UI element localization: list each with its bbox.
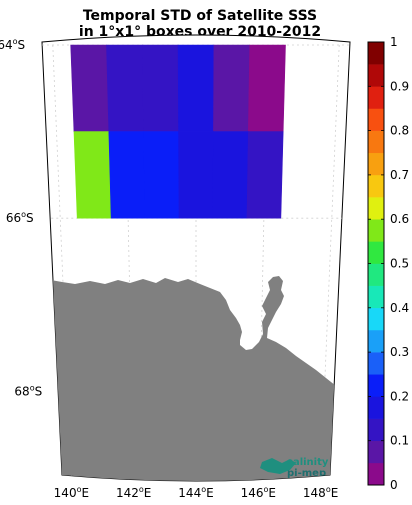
logo-wave-icon	[260, 458, 296, 474]
colorbar-tick-label: 0.5	[390, 257, 409, 271]
colorbar-tick-label: 0.8	[390, 124, 409, 138]
colorbar-tick-label: 0.6	[390, 212, 409, 226]
colorbar-segment	[368, 219, 384, 242]
std-cell	[248, 44, 286, 132]
colorbar-tick-label: 0.1	[390, 434, 409, 448]
colorbar-segment	[368, 307, 384, 331]
std-cell	[178, 131, 214, 219]
colorbar-tick-label: 0.2	[390, 389, 409, 403]
colorbar-segment	[368, 374, 384, 397]
longitude-label: 148oE	[303, 485, 338, 500]
longitude-label: 140oE	[54, 485, 89, 500]
colorbar-segment	[368, 130, 384, 154]
colorbar-tick-label: 0.9	[390, 79, 409, 93]
colorbar-segment	[368, 418, 384, 441]
std-cell	[108, 131, 146, 219]
std-cell	[106, 44, 144, 132]
salinity-pi-mep-logo: salinity pi-mep	[260, 457, 329, 479]
colorbar-segment	[368, 396, 384, 419]
colorbar-segment	[368, 241, 384, 264]
colorbar-segment	[368, 64, 384, 87]
latitude-label: 66oS	[6, 210, 34, 225]
map-title-line-1: Temporal STD of Satellite SSS	[82, 8, 318, 24]
colorbar-segment	[368, 152, 384, 176]
logo-text-salinity: salinity	[287, 457, 329, 468]
land-mass	[42, 276, 350, 481]
colorbar-tick-label: 0	[390, 478, 398, 492]
longitude-label: 144oE	[178, 485, 213, 500]
longitude-labels: 140oE 142oE 144oE 146oE 148oE	[54, 485, 339, 500]
colorbar-segment	[368, 263, 384, 286]
std-cell	[213, 44, 251, 132]
std-cell	[73, 131, 112, 219]
colorbar-tick-label: 0.7	[390, 168, 409, 182]
longitude-label: 142oE	[116, 485, 151, 500]
latitude-label: 68oS	[14, 383, 42, 398]
logo-text-pi-mep: pi-mep	[287, 468, 326, 479]
colorbar-segment	[368, 440, 384, 464]
std-cell	[246, 131, 284, 219]
colorbar-segment	[368, 42, 384, 65]
colorbar-ticks: 0 0.1 0.2 0.3 0.4 0.5 0.6 0.7 0.8 0.9 1	[368, 35, 409, 492]
colorbar-tick-label: 0.4	[390, 301, 409, 315]
std-cell	[177, 44, 215, 132]
latitude-label: 64oS	[0, 37, 25, 52]
colorbar-segment	[368, 108, 384, 131]
colorbar-segment	[368, 174, 384, 198]
longitude-label: 146oE	[241, 485, 276, 500]
std-cell	[143, 131, 180, 219]
std-cell	[70, 44, 110, 132]
std-cell	[141, 44, 179, 132]
std-cell	[212, 131, 249, 219]
colorbar-segment	[368, 462, 384, 486]
colorbar-segment	[368, 197, 384, 220]
colorbar-segment	[368, 86, 384, 109]
latitude-labels: 64oS 66oS 68oS	[0, 37, 42, 398]
colorbar-segments	[368, 42, 384, 486]
colorbar-segment	[368, 352, 384, 375]
colorbar-segment	[368, 285, 384, 309]
colorbar: 0 0.1 0.2 0.3 0.4 0.5 0.6 0.7 0.8 0.9 1	[367, 35, 409, 492]
colorbar-tick-label: 0.3	[390, 345, 409, 359]
colorbar-segment	[368, 329, 384, 353]
colorbar-tick-label: 1	[390, 35, 398, 49]
std-cells	[70, 44, 286, 219]
